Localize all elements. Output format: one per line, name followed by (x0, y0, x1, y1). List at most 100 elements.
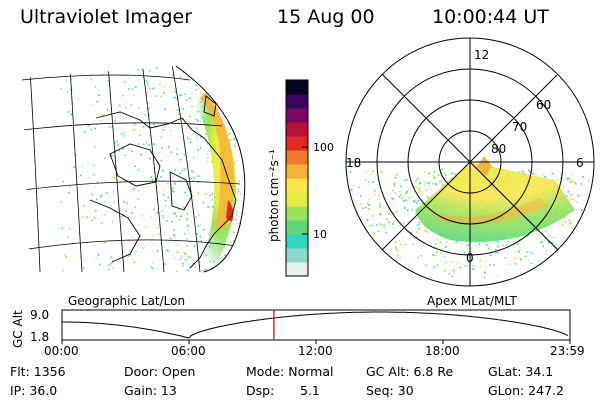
geo-speckle-dot (186, 99, 188, 101)
polar-speckle-dot (369, 225, 372, 227)
geo-speckle-dot (192, 171, 194, 173)
colorbar-band (286, 206, 308, 221)
geo-speckle-dot (144, 113, 147, 116)
geo-speckle-dot (149, 87, 151, 90)
polar-speckle-dot (497, 241, 500, 243)
geo-speckle-dot (131, 236, 133, 238)
polar-speckle-dot (415, 178, 418, 181)
geo-meridians (29, 66, 201, 272)
seq-info: Seq: 30 (366, 383, 414, 398)
geo-speckle-dot (196, 135, 198, 137)
geo-speckle-dot (122, 94, 125, 97)
polar-speckle-dot (487, 247, 490, 250)
geo-speckle-dot (159, 83, 161, 86)
polar-speckle-dot (386, 192, 388, 195)
geo-speckle-dot (162, 169, 164, 172)
geo-speckle-dot (229, 128, 231, 130)
polar-speckle-dot (394, 204, 396, 206)
geo-speckle-dot (161, 147, 164, 149)
polar-speckle-dot (472, 258, 475, 261)
geo-speckle-dot (134, 206, 136, 209)
polar-speckle-dot (427, 182, 430, 185)
polar-speckle-dot (571, 180, 574, 182)
geo-speckle-dot (65, 255, 67, 258)
polar-speckle-dot (470, 241, 473, 244)
geo-limb (175, 65, 246, 273)
altitude-curve (62, 311, 569, 339)
polar-speckle-dot (479, 265, 482, 268)
polar-speckle-dot (371, 224, 374, 227)
polar-speckle-dot (569, 181, 572, 183)
geo-speckle-dot (146, 82, 149, 84)
polar-speckle-dot (448, 273, 451, 275)
polar-speckle-dot (456, 240, 458, 243)
glat-info: GLat: 34.1 (488, 364, 554, 379)
geo-speckle-dot (133, 128, 136, 131)
geo-speckle-dot (84, 130, 86, 133)
geo-speckle-dot (189, 115, 191, 118)
polar-speckle-dot (427, 231, 429, 234)
geo-speckle-dot (152, 87, 155, 89)
polar-speckle-dot (577, 220, 579, 222)
geo-speckle-dot (189, 165, 192, 168)
polar-speckle-dot (401, 197, 404, 199)
geo-speckle-dot (197, 149, 199, 151)
polar-speckle-dot (417, 224, 420, 226)
geo-speckle-dot (108, 264, 110, 266)
geo-speckle-dot (180, 215, 182, 218)
geo-speckle-dot (151, 234, 154, 237)
polar-speckle-dot (559, 172, 562, 175)
geo-speckle-dot (163, 189, 165, 192)
polar-speckle-dot (368, 181, 370, 183)
geo-speckle-dot (109, 155, 112, 158)
polar-speckle-dot (507, 247, 510, 250)
polar-speckle-dot (453, 172, 455, 175)
polar-speckle-dot (529, 171, 531, 173)
geo-speckle-dot (133, 261, 136, 264)
polar-speckle-dot (415, 231, 418, 233)
polar-speckle-dot (442, 248, 444, 251)
polar-speckle-dot (368, 208, 370, 210)
polar-speckle-dot (360, 203, 362, 205)
geo-speckle-dot (176, 251, 179, 254)
geo-speckle-dot (173, 234, 176, 236)
geo-speckle-dot (153, 208, 155, 211)
polar-speckle-dot (428, 172, 430, 175)
polar-speckle-dot (350, 188, 353, 191)
polar-speckle-dot (365, 206, 367, 209)
polar-speckle-dot (507, 241, 509, 243)
geo-speckle-dot (177, 113, 180, 116)
polar-speckle-dot (577, 194, 580, 197)
geo-speckle-dot (131, 212, 133, 214)
geo-speckle-dot (69, 228, 71, 230)
polar-speckle-dot (454, 242, 456, 244)
geo-speckle-dot (171, 74, 174, 76)
geo-speckle-dot (137, 69, 139, 71)
geo-speckle-dot (150, 176, 153, 178)
polar-speckle-dot (544, 252, 547, 255)
polar-speckle-dot (352, 184, 355, 187)
geo-speckle-dot (171, 188, 173, 191)
geo-speckle-dot (143, 247, 145, 249)
geo-speckle-dot (114, 142, 117, 144)
geo-speckle-dot (149, 157, 151, 160)
polar-speckle-dot (411, 196, 413, 198)
geo-speckle-dot (189, 97, 191, 99)
polar-speckle-dot (530, 251, 532, 254)
polar-speckle-dot (534, 173, 537, 175)
geo-speckle-dot (123, 135, 126, 137)
polar-speckle-dot (580, 183, 582, 185)
polar-speckle-dot (541, 241, 543, 244)
polar-speckle-dot (479, 259, 482, 262)
polar-speckle-dot (588, 180, 590, 183)
polar-speckle-dot (557, 179, 559, 181)
geo-speckle-dot (196, 138, 198, 141)
polar-aurora-spot (476, 156, 492, 176)
polar-speckle-dot (420, 190, 422, 193)
polar-speckle-dot (378, 213, 381, 215)
geo-speckle-dot (171, 174, 173, 177)
geo-speckle-dot (206, 153, 208, 155)
geo-speckle-dot (171, 220, 173, 223)
geo-speckle-dot (235, 160, 237, 162)
geo-speckle-dot (148, 107, 150, 110)
